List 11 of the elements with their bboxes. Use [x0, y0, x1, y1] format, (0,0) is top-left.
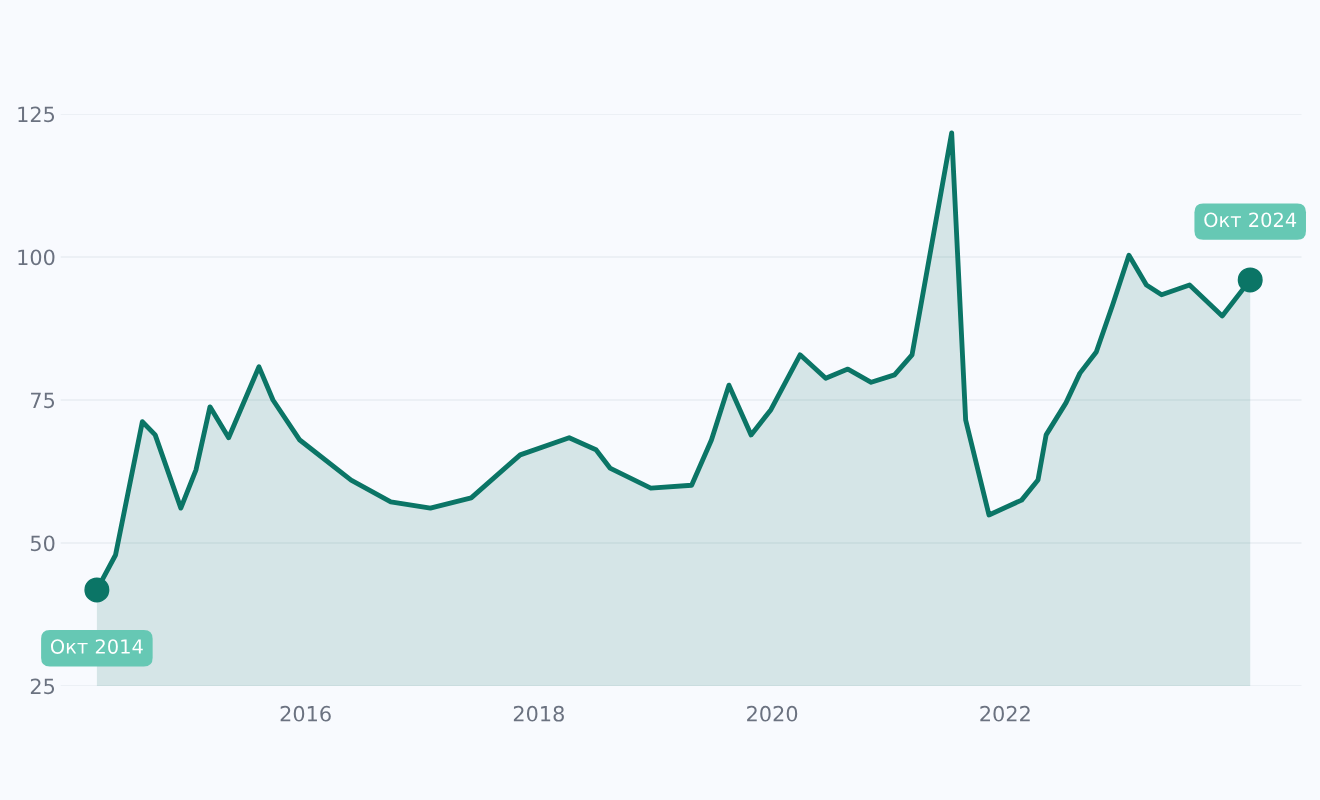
x-tick-label: 2020 — [747, 705, 798, 722]
y-tick-label: 75 — [31, 392, 55, 409]
x-tick-label: 2016 — [280, 705, 331, 722]
x-tick-label: 2022 — [980, 705, 1030, 722]
y-tick-label: 125 — [18, 106, 55, 123]
y-tick-label: 50 — [30, 535, 55, 552]
annotation: Окт 2014 — [50, 639, 143, 654]
x-tick-label: 2018 — [513, 705, 564, 722]
y-tick-label: 25 — [30, 678, 55, 695]
annotation: Окт 2024 — [1204, 212, 1297, 228]
y-tick-label: 100 — [18, 249, 55, 266]
